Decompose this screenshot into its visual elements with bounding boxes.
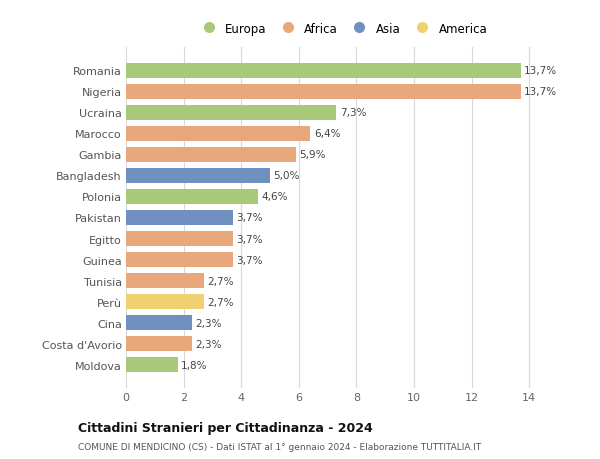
Text: 1,8%: 1,8% bbox=[181, 360, 208, 370]
Bar bbox=[126, 127, 310, 142]
Bar bbox=[126, 147, 296, 162]
Text: 3,7%: 3,7% bbox=[236, 255, 263, 265]
Bar bbox=[126, 315, 192, 330]
Bar bbox=[126, 294, 204, 309]
Bar bbox=[126, 168, 270, 184]
Text: 13,7%: 13,7% bbox=[524, 87, 557, 97]
Text: 3,7%: 3,7% bbox=[236, 213, 263, 223]
Text: Cittadini Stranieri per Cittadinanza - 2024: Cittadini Stranieri per Cittadinanza - 2… bbox=[78, 421, 373, 434]
Bar bbox=[126, 231, 233, 246]
Text: 7,3%: 7,3% bbox=[340, 108, 366, 118]
Text: 2,7%: 2,7% bbox=[207, 276, 234, 286]
Bar bbox=[126, 252, 233, 268]
Bar bbox=[126, 190, 259, 205]
Bar bbox=[126, 274, 204, 289]
Text: 2,7%: 2,7% bbox=[207, 297, 234, 307]
Text: 6,4%: 6,4% bbox=[314, 129, 340, 139]
Bar bbox=[126, 106, 336, 121]
Text: 2,3%: 2,3% bbox=[196, 318, 222, 328]
Bar bbox=[126, 211, 233, 225]
Bar bbox=[126, 84, 521, 100]
Text: 13,7%: 13,7% bbox=[524, 66, 557, 76]
Bar bbox=[126, 336, 192, 352]
Bar bbox=[126, 64, 521, 79]
Text: 2,3%: 2,3% bbox=[196, 339, 222, 349]
Text: COMUNE DI MENDICINO (CS) - Dati ISTAT al 1° gennaio 2024 - Elaborazione TUTTITAL: COMUNE DI MENDICINO (CS) - Dati ISTAT al… bbox=[78, 442, 481, 451]
Text: 5,9%: 5,9% bbox=[299, 150, 326, 160]
Bar bbox=[126, 357, 178, 372]
Text: 5,0%: 5,0% bbox=[274, 171, 300, 181]
Legend: Europa, Africa, Asia, America: Europa, Africa, Asia, America bbox=[194, 20, 490, 38]
Text: 4,6%: 4,6% bbox=[262, 192, 289, 202]
Text: 3,7%: 3,7% bbox=[236, 234, 263, 244]
